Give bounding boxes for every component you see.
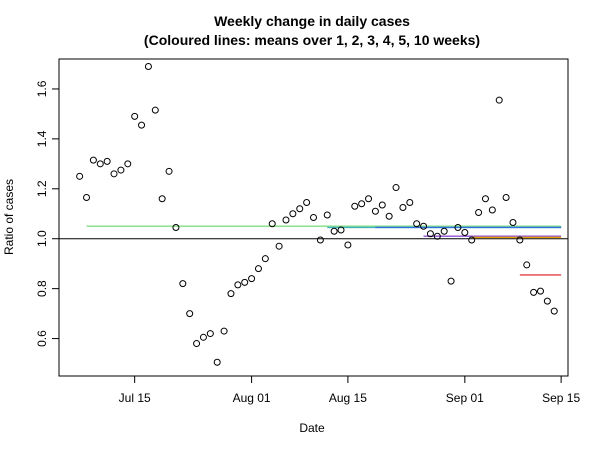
data-point [303, 199, 311, 207]
data-point [282, 216, 290, 224]
data-point [138, 121, 146, 129]
data-point [323, 211, 331, 219]
data-point [392, 184, 400, 192]
y-axis: 0.6 0.8 1.0 1.2 1.4 1.6 [35, 80, 60, 347]
data-point [248, 275, 256, 283]
data-point [502, 194, 510, 202]
data-point [96, 160, 104, 168]
data-point [481, 195, 489, 203]
data-point [543, 297, 551, 305]
data-point [468, 236, 476, 244]
y-tick-label: 1.0 [35, 230, 49, 247]
data-point [447, 277, 455, 285]
mean-lines [59, 225, 568, 276]
data-point [426, 230, 434, 238]
data-point [158, 195, 166, 203]
data-point [199, 333, 207, 341]
y-tick-label: 1.2 [35, 180, 49, 197]
data-point [523, 261, 531, 269]
data-point [488, 206, 496, 214]
data-point [89, 156, 97, 164]
data-point [206, 330, 214, 338]
data-point [117, 166, 125, 174]
data-point [268, 220, 276, 228]
data-point [337, 226, 345, 234]
data-point [275, 242, 283, 250]
data-point [220, 327, 228, 335]
data-point [495, 96, 503, 104]
data-point [413, 220, 421, 228]
data-point [227, 290, 235, 298]
data-point [144, 62, 152, 70]
data-point [399, 204, 407, 212]
x-tick-label: Aug 15 [329, 391, 367, 405]
x-tick-label: Aug 01 [233, 391, 271, 405]
data-point [83, 194, 91, 202]
data-point [536, 287, 544, 295]
data-point [213, 358, 221, 366]
x-tick-label: Sep 15 [542, 391, 580, 405]
y-axis-label: Ratio of cases [2, 179, 16, 255]
data-point [151, 106, 159, 114]
data-point [296, 205, 304, 213]
data-point [179, 280, 187, 288]
data-point [186, 310, 194, 318]
data-point [371, 207, 379, 215]
data-point [330, 227, 338, 235]
data-point [365, 195, 373, 203]
data-point [440, 227, 448, 235]
data-point [475, 209, 483, 217]
y-tick-label: 1.4 [35, 130, 49, 147]
data-point [172, 223, 180, 231]
data-point [254, 265, 262, 273]
data-point [433, 232, 441, 240]
data-point [310, 214, 317, 221]
data-point [165, 167, 173, 175]
chart-title: Weekly change in daily cases [214, 13, 410, 29]
data-point [261, 255, 269, 263]
x-axis-label: Date [299, 421, 325, 435]
data-point [351, 202, 359, 210]
data-point [241, 278, 249, 286]
data-point [516, 236, 524, 244]
data-point [76, 172, 84, 180]
data-point [103, 157, 111, 165]
data-point [420, 222, 428, 230]
data-point [358, 200, 366, 208]
x-axis: Jul 15 Aug 01 Aug 15 Sep 01 Sep 15 [119, 375, 580, 405]
data-point [344, 241, 352, 249]
data-point [385, 212, 393, 220]
data-point [110, 170, 118, 178]
data-point [234, 281, 242, 289]
data-point [509, 218, 517, 226]
plot-frame [58, 58, 569, 377]
x-tick-label: Jul 15 [119, 391, 151, 405]
data-point [530, 288, 538, 296]
data-point [131, 112, 139, 120]
data-point [461, 228, 469, 236]
data-point [124, 160, 132, 168]
data-point [289, 210, 297, 218]
data-point [454, 223, 462, 231]
chart-subtitle: (Coloured lines: means over 1, 2, 3, 4, … [144, 32, 480, 48]
data-point [406, 199, 414, 207]
y-tick-label: 1.6 [35, 80, 49, 97]
data-point [378, 201, 386, 209]
y-tick-label: 0.6 [35, 330, 49, 347]
data-point [316, 236, 324, 244]
data-points [76, 62, 558, 366]
data-point [550, 307, 558, 315]
x-tick-label: Sep 01 [446, 391, 484, 405]
y-tick-label: 0.8 [35, 280, 49, 297]
data-point [193, 340, 201, 348]
